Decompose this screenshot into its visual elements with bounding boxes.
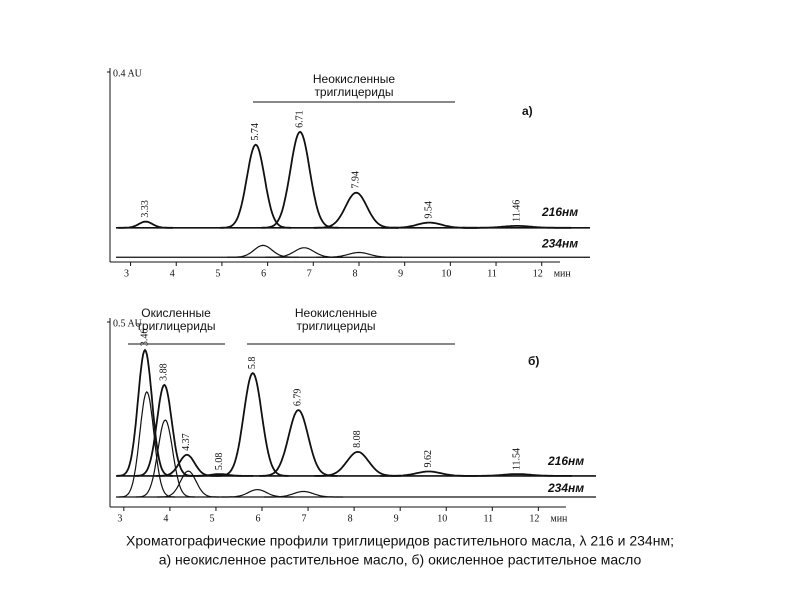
x-tick-label: 7 — [302, 513, 307, 524]
x-tick-label: 5 — [209, 513, 214, 524]
x-tick-label: 4 — [170, 268, 175, 279]
peak — [259, 409, 338, 477]
x-tick-label: 8 — [348, 513, 353, 524]
peak — [220, 143, 292, 229]
peak — [462, 225, 572, 229]
annotation: триглицериды — [314, 85, 393, 99]
x-tick-label: 9 — [398, 268, 403, 279]
annotation: Неокисленные — [295, 306, 378, 320]
x-axis-label: мин — [550, 513, 568, 524]
series-label: 216нм — [541, 205, 578, 219]
x-axis-label: мин — [554, 268, 572, 279]
peak — [313, 191, 399, 229]
x-tick-label: 11 — [483, 513, 493, 524]
peak — [261, 130, 339, 229]
peak-label: 11.54 — [511, 448, 522, 470]
peak — [186, 473, 254, 477]
peak — [116, 348, 174, 477]
caption: а) неокисленное растительное масло, б) о… — [159, 552, 642, 568]
x-tick-label: 11 — [487, 268, 497, 279]
x-tick-label: 6 — [256, 513, 261, 524]
caption: Хроматографические профили триглицеридов… — [126, 533, 674, 549]
x-tick-label: 3 — [117, 513, 122, 524]
peak — [217, 371, 289, 477]
peak-label: 5.08 — [214, 453, 225, 471]
peak-label: 6.79 — [293, 389, 304, 407]
series-label: 234нм — [541, 236, 578, 250]
y-tick-label: 0.4 AU — [113, 68, 143, 79]
peak-label: 3.88 — [159, 363, 170, 381]
peak — [118, 391, 175, 498]
peak-label: 9.54 — [424, 201, 435, 219]
x-tick-label: 10 — [437, 513, 447, 524]
peak-label: 3.46 — [139, 329, 150, 347]
panel-label: а) — [522, 104, 533, 118]
peak — [462, 473, 572, 477]
panel-label: б) — [528, 354, 539, 368]
series-label: 234нм — [547, 481, 584, 495]
x-tick-label: 8 — [352, 268, 357, 279]
peak — [227, 244, 299, 258]
peak-label: 9.62 — [423, 450, 434, 468]
peak-label: 11.46 — [511, 200, 522, 222]
peak — [265, 247, 343, 258]
peak — [118, 220, 173, 229]
x-tick-label: 10 — [441, 268, 451, 279]
peak-label: 8.08 — [352, 430, 363, 448]
peak-label: 6.71 — [294, 110, 305, 128]
peak-label: 3.33 — [140, 200, 151, 218]
peak — [314, 450, 402, 477]
x-tick-label: 5 — [215, 268, 220, 279]
peak — [135, 419, 195, 498]
peak-label: 5.74 — [250, 123, 261, 140]
x-tick-label: 9 — [394, 513, 399, 524]
x-tick-label: 7 — [307, 268, 312, 279]
y-tick-label: 0.5 AU — [113, 318, 143, 329]
series-label: 216нм — [547, 454, 584, 468]
annotation: Окисленные — [141, 306, 211, 320]
x-tick-label: 3 — [124, 268, 129, 279]
peak — [381, 221, 478, 229]
peak-label: 7.94 — [351, 171, 362, 189]
x-tick-label: 12 — [533, 268, 543, 279]
annotation: триглицериды — [296, 319, 375, 333]
peak — [316, 251, 402, 258]
peak — [157, 470, 220, 498]
x-tick-label: 12 — [529, 513, 539, 524]
x-tick-label: 6 — [261, 268, 266, 279]
peak — [134, 383, 194, 477]
peak — [264, 490, 343, 498]
x-tick-label: 4 — [163, 513, 168, 524]
peak-label: 4.37 — [181, 433, 192, 451]
peak-label: 5.8 — [247, 357, 258, 370]
annotation: Неокисленные — [313, 72, 396, 86]
peak — [380, 470, 478, 477]
annotation: триглицериды — [136, 319, 215, 333]
